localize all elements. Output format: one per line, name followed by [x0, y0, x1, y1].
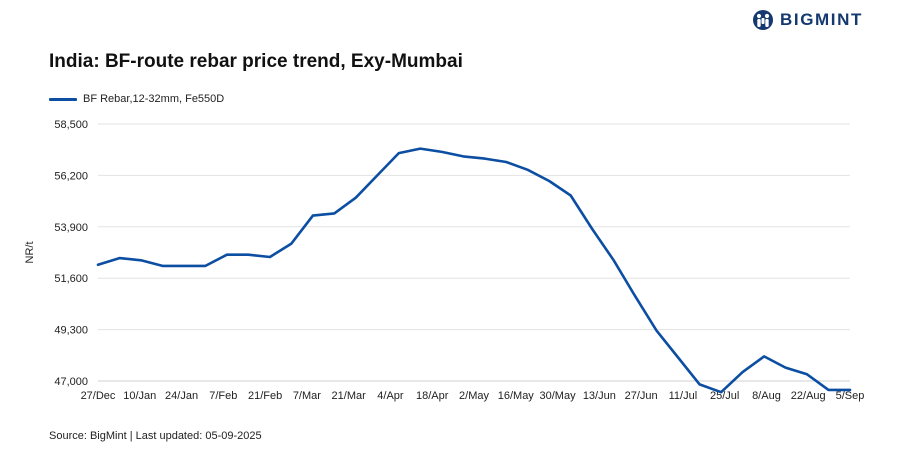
x-tick-label: 4/Apr — [377, 390, 404, 402]
y-tick-label: 51,600 — [54, 273, 88, 285]
y-tick-label: 49,300 — [54, 325, 88, 337]
brand-logo: BIGMINT — [752, 9, 863, 31]
x-tick-label: 5/Sep — [836, 390, 865, 402]
y-axis-title: NR/t — [24, 242, 36, 264]
x-tick-label: 18/Apr — [416, 390, 449, 402]
x-tick-label: 16/May — [498, 390, 535, 402]
y-tick-label: 53,900 — [54, 222, 88, 234]
legend: BF Rebar,12-32mm, Fe550D — [49, 93, 224, 105]
brand-name: BIGMINT — [780, 10, 863, 29]
y-tick-label: 56,200 — [54, 170, 88, 182]
x-tick-label: 30/May — [540, 390, 577, 402]
x-tick-label: 27/Dec — [81, 390, 116, 402]
chart-title: India: BF-route rebar price trend, Exy-M… — [49, 51, 463, 72]
x-tick-label: 13/Jun — [583, 390, 616, 402]
x-tick-label: 7/Feb — [209, 390, 237, 402]
bigmint-logo-icon — [753, 10, 773, 30]
x-tick-label: 7/Mar — [293, 390, 321, 402]
legend-swatch — [49, 97, 77, 101]
x-tick-label: 21/Feb — [248, 390, 282, 402]
gridlines — [98, 123, 850, 382]
x-tick-label: 24/Jan — [165, 390, 198, 402]
source-note: Source: BigMint | Last updated: 05-09-20… — [49, 430, 262, 442]
series-layer — [96, 147, 852, 394]
x-tick-label: 25/Jul — [710, 390, 739, 402]
x-tick-label: 11/Jul — [669, 390, 698, 402]
x-tick-label: 22/Aug — [791, 390, 826, 402]
series-line-bf-rebar — [96, 147, 852, 394]
x-tick-label: 2/May — [459, 390, 489, 402]
x-tick-label: 21/Mar — [332, 390, 367, 402]
x-tick-label: 8/Aug — [752, 390, 781, 402]
y-tick-label: 47,000 — [54, 376, 88, 388]
x-tick-label: 10/Jan — [123, 390, 156, 402]
y-axis-ticks: 47,000 49,300 51,600 53,900 56,200 58,500 — [54, 119, 88, 388]
x-axis-ticks: 27/Dec 10/Jan 24/Jan 7/Feb 21/Feb 7/Mar 21/Mar… — [81, 390, 865, 402]
y-tick-label: 58,500 — [54, 119, 88, 131]
legend-label: BF Rebar,12-32mm, Fe550D — [83, 93, 225, 105]
x-tick-label: 27/Jun — [625, 390, 658, 402]
